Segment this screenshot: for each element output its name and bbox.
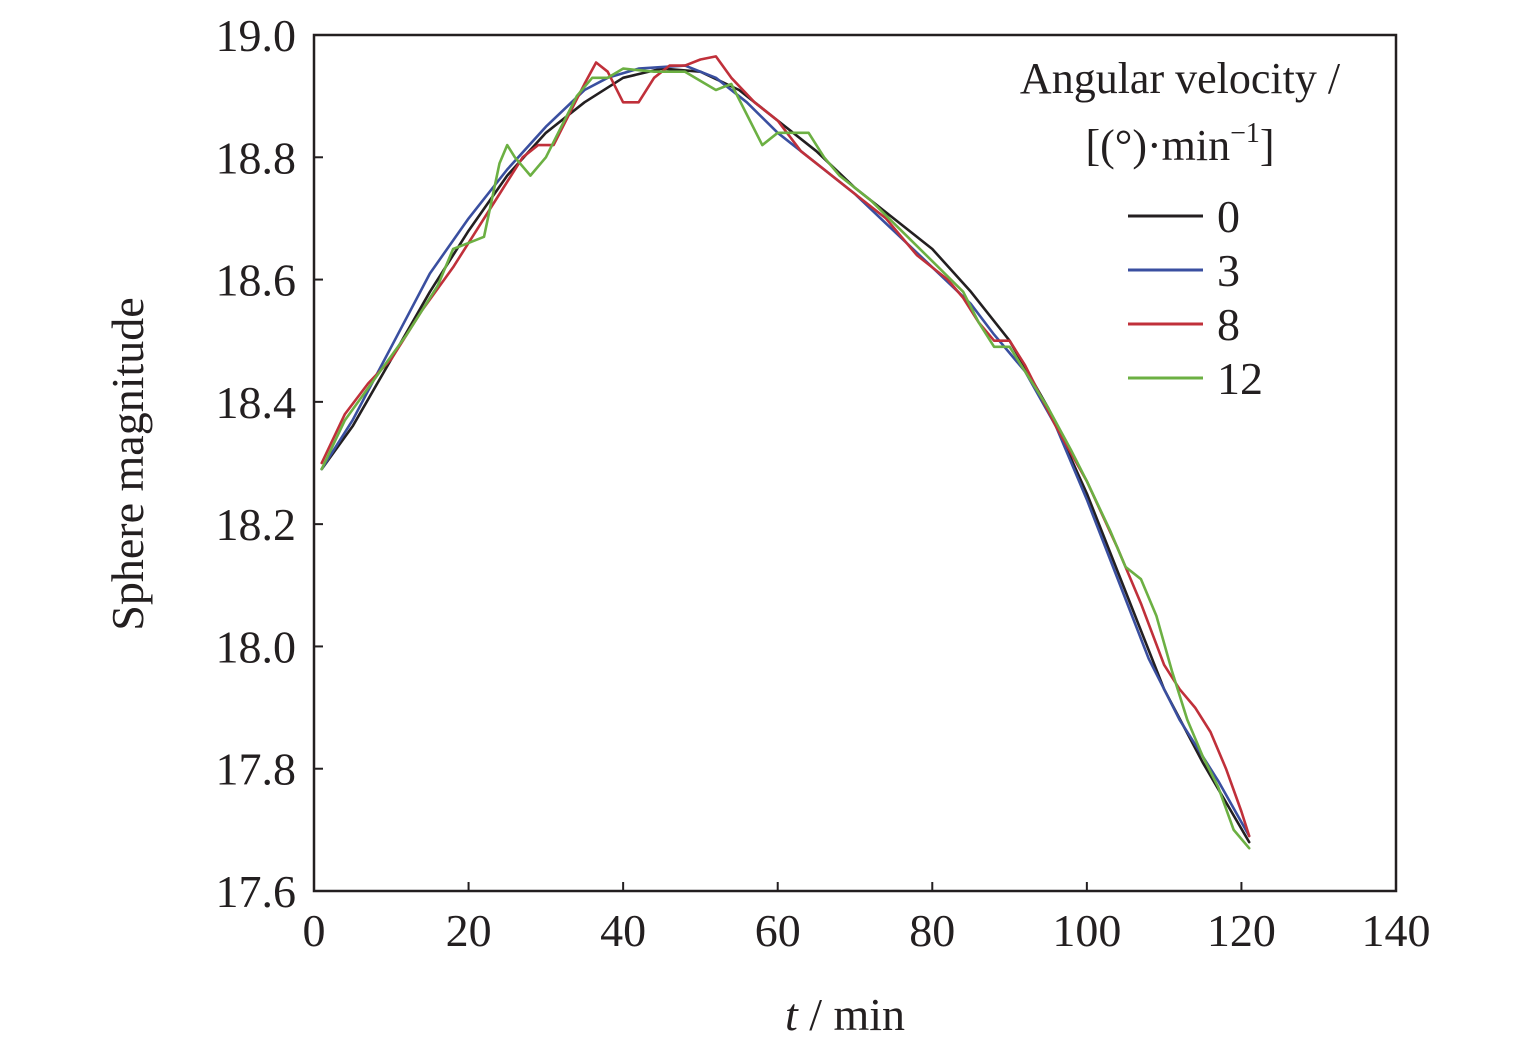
legend-title-bracket: ] <box>1260 121 1275 170</box>
legend-label-8: 8 <box>1217 299 1240 350</box>
x-axis-unit: / min <box>798 989 905 1040</box>
y-tick-label: 18.8 <box>216 132 297 183</box>
series-line-8 <box>320 55 1251 838</box>
y-tick-label: 19.0 <box>216 10 297 61</box>
y-axis-title: Sphere magnitude <box>102 297 153 630</box>
legend-title-line1: Angular velocity / <box>1020 54 1341 103</box>
x-tick-label: 80 <box>909 905 955 956</box>
series-line-3 <box>320 64 1251 838</box>
y-tick-label: 18.6 <box>216 255 297 306</box>
y-tick-label: 18.0 <box>216 621 297 672</box>
legend-title-line2: [(°)·min−1] <box>1085 118 1274 170</box>
y-tick-label: 17.8 <box>216 744 297 795</box>
x-tick-label: 100 <box>1052 905 1121 956</box>
x-tick-labels: 0 20 40 60 80 100 120 140 <box>303 905 1431 956</box>
series-lines <box>320 55 1251 850</box>
x-axis-title: t / min <box>785 989 905 1040</box>
x-axis-variable: t <box>785 989 799 1040</box>
x-tick-label: 0 <box>303 905 326 956</box>
legend-label-0: 0 <box>1217 191 1240 242</box>
x-tick-label: 60 <box>755 905 801 956</box>
x-tick-label: 40 <box>600 905 646 956</box>
legend-label-12: 12 <box>1217 353 1263 404</box>
legend-title-superscript: −1 <box>1230 118 1260 149</box>
x-tick-label: 20 <box>446 905 492 956</box>
x-tick-label: 140 <box>1362 905 1431 956</box>
series-line-12 <box>320 67 1251 850</box>
legend-title-unit: [(°)·min <box>1085 121 1230 170</box>
series-line-0 <box>320 67 1251 844</box>
y-tick-label: 17.6 <box>216 866 297 917</box>
y-tick-labels: 17.6 17.8 18.0 18.2 18.4 18.6 18.8 19.0 <box>216 10 297 917</box>
y-tick-label: 18.4 <box>216 377 297 428</box>
y-tick-label: 18.2 <box>216 499 297 550</box>
legend-label-3: 3 <box>1217 245 1240 296</box>
x-tick-label: 120 <box>1207 905 1276 956</box>
plot-frame <box>312 33 1398 893</box>
axis-ticks <box>313 34 1397 892</box>
